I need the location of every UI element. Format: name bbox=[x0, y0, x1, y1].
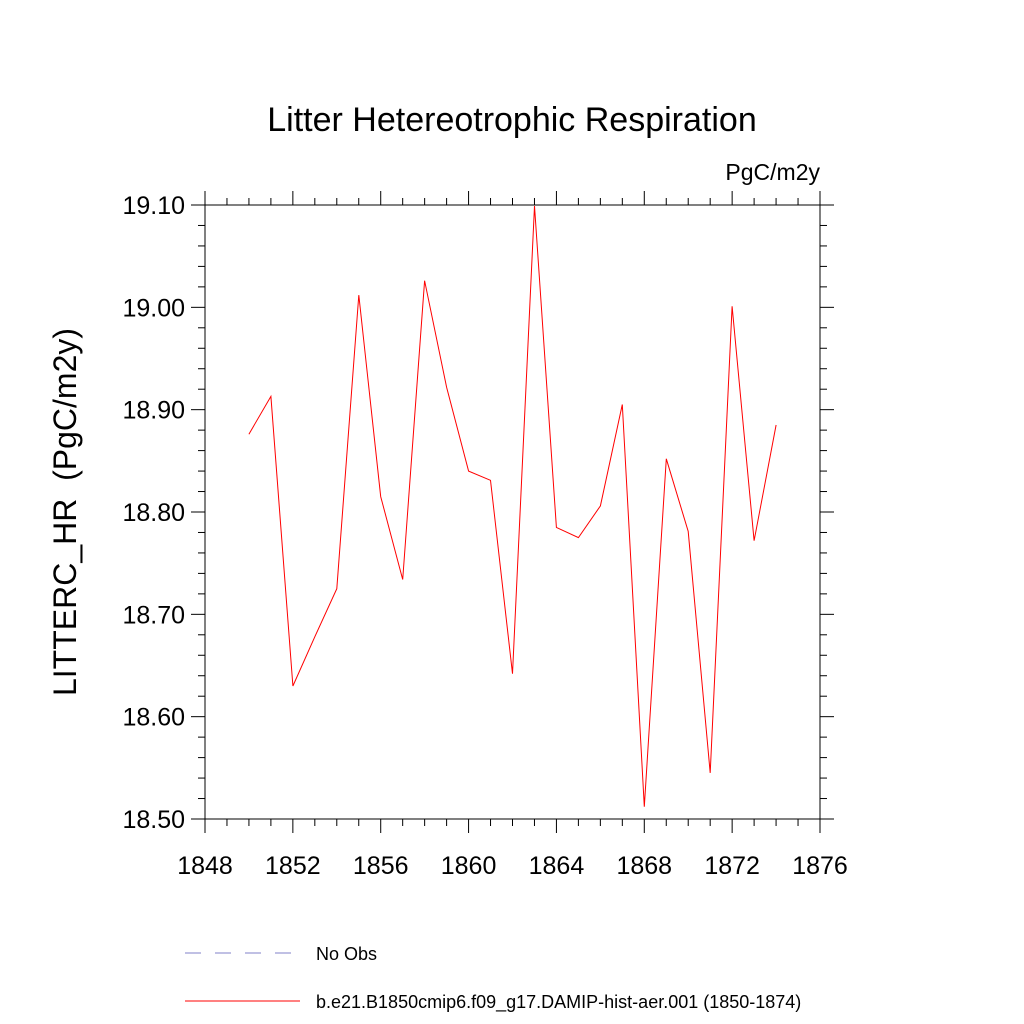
legend-label: No Obs bbox=[316, 944, 377, 964]
x-tick-label: 1860 bbox=[441, 852, 497, 880]
y-tick-label: 19.00 bbox=[122, 294, 185, 322]
axis-tick-labels: 1848 1852 1856 1860 1864 1868 1872 1876 18.50 18.… bbox=[122, 192, 847, 880]
axis-ticks bbox=[191, 191, 834, 833]
units-label: PgC/m2y bbox=[725, 159, 820, 185]
y-axis-label: LITTERC_HR (PgC/m2y) bbox=[47, 328, 83, 696]
x-tick-label: 1864 bbox=[529, 852, 585, 880]
y-tick-label: 18.90 bbox=[122, 397, 185, 425]
x-tick-label: 1852 bbox=[265, 852, 321, 880]
y-tick-label: 18.80 bbox=[122, 499, 185, 527]
legend: No Obs b.e21.B1850cmip6.f09_g17.DAMIP-his… bbox=[185, 944, 801, 1013]
chart-title: Litter Hetereotrophic Respiration bbox=[267, 101, 756, 139]
y-tick-label: 18.50 bbox=[122, 806, 185, 834]
y-tick-label: 19.10 bbox=[122, 192, 185, 220]
x-tick-label: 1868 bbox=[616, 852, 672, 880]
x-tick-label: 1876 bbox=[792, 852, 848, 880]
series-line bbox=[248, 205, 777, 807]
series-lines bbox=[248, 205, 777, 807]
x-tick-label: 1848 bbox=[177, 852, 233, 880]
plot-frame bbox=[204, 204, 821, 820]
y-tick-label: 18.60 bbox=[122, 704, 185, 732]
x-tick-label: 1872 bbox=[704, 852, 760, 880]
legend-label: b.e21.B1850cmip6.f09_g17.DAMIP-hist-aer.… bbox=[316, 992, 801, 1013]
y-tick-label: 18.70 bbox=[122, 601, 185, 629]
x-tick-label: 1856 bbox=[353, 852, 409, 880]
